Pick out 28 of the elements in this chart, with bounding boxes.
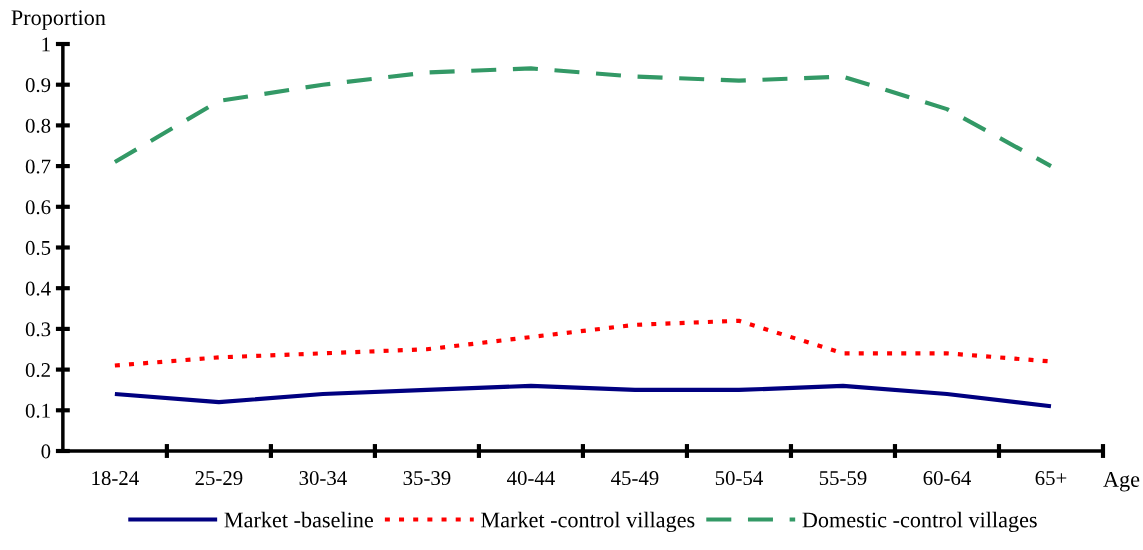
line-series [112, 383, 1054, 409]
y-tick-label: 0.6 [25, 200, 51, 215]
x-tick-label: 50-54 [715, 471, 763, 486]
y-tick-label: 0.5 [25, 240, 51, 256]
x-tick-label: 18-24 [92, 471, 139, 486]
y-tick-label: 0.1 [25, 403, 50, 418]
x-axis-title: Age [1103, 472, 1140, 492]
y-tick-label: 0.8 [25, 118, 51, 133]
legend-label: Domestic -control villages [802, 511, 1037, 533]
y-tick-label: 0.9 [25, 78, 51, 93]
y-tick-label: 0 [41, 444, 51, 459]
x-tick-label: 25-29 [195, 471, 243, 486]
legend-label: Market -baseline [224, 511, 373, 528]
x-tick-label: 45-49 [611, 471, 659, 486]
line-series [112, 66, 1054, 169]
x-tick-label: 60-64 [923, 471, 971, 486]
y-tick-label: 1 [42, 37, 50, 52]
y-tick-label: 0.3 [25, 322, 51, 337]
x-tick-label: 35-39 [403, 471, 451, 486]
y-tick-label: 0.7 [25, 159, 51, 174]
y-tick-label: 0.4 [25, 281, 51, 296]
x-tick-label: 30-34 [299, 471, 347, 486]
y-tick-label: 0.2 [25, 362, 50, 378]
x-tick-label: 65+ [1035, 471, 1067, 486]
x-tick-label: 55-59 [819, 471, 867, 486]
legend-label: Market -control villages [481, 511, 695, 533]
x-tick-label: 40-44 [507, 471, 555, 486]
y-axis-title: Proportion [11, 10, 106, 30]
